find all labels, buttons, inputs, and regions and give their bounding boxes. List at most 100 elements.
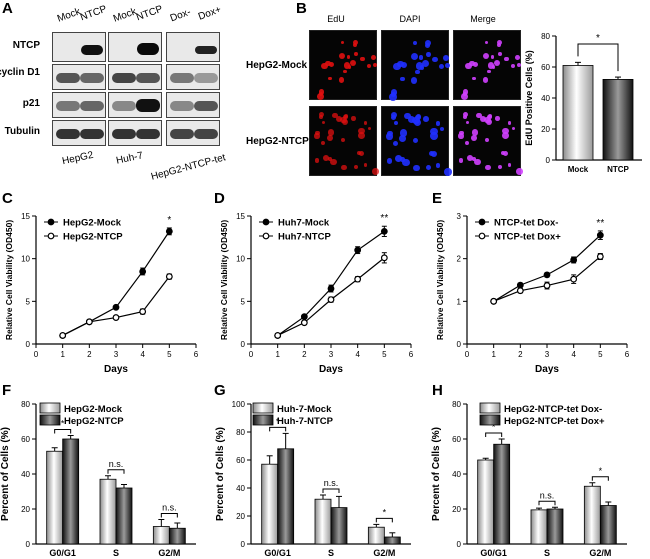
blot-strip xyxy=(108,92,162,118)
cell-nucleus xyxy=(314,133,320,139)
data-point xyxy=(112,314,120,321)
cell-nucleus xyxy=(398,135,406,143)
cell-nucleus xyxy=(465,62,473,70)
series-line xyxy=(493,256,601,302)
cell-nucleus xyxy=(502,131,510,139)
cell-nucleus xyxy=(466,121,470,125)
cell-nucleus xyxy=(418,55,424,61)
cell-nucleus xyxy=(314,157,320,163)
y-tick-label: 0 xyxy=(241,540,246,549)
data-point xyxy=(59,332,67,339)
cell-nucleus xyxy=(320,140,326,146)
x-tick-label: 1 xyxy=(275,350,280,359)
cell-nucleus xyxy=(502,127,510,135)
cell-nucleus xyxy=(318,112,325,118)
cell-nucleus xyxy=(315,131,320,136)
cell-nucleus xyxy=(470,135,477,142)
legend-swatch xyxy=(479,414,501,426)
cell-nucleus xyxy=(444,168,452,176)
y-axis-label: Relative Cell Viability (OD450) xyxy=(4,220,14,340)
merge-image-ntcp xyxy=(453,106,523,176)
legend-swatch xyxy=(479,402,501,414)
legend-swatch xyxy=(252,402,274,414)
cell-nucleus xyxy=(462,115,467,119)
x-axis-label: Days xyxy=(104,364,128,375)
cell-nucleus xyxy=(464,140,470,146)
cell-nucleus xyxy=(430,131,439,140)
cell-nucleus xyxy=(332,112,338,119)
y-tick-label: 100 xyxy=(232,400,246,409)
cell-nucleus xyxy=(328,76,332,81)
y-tick-label: 1 xyxy=(457,297,462,306)
cell-nucleus xyxy=(328,62,334,68)
x-tick-label: 0 xyxy=(465,350,470,359)
significance-label: * xyxy=(492,422,496,432)
significance-marker: * xyxy=(167,215,171,226)
significance-bracket xyxy=(577,43,619,72)
cell-nucleus xyxy=(327,129,334,136)
cell-nucleus xyxy=(353,164,358,169)
significance-bracket xyxy=(485,432,503,437)
bar xyxy=(115,487,133,545)
x-tick-label: G0/G1 xyxy=(49,548,76,558)
cell-nucleus xyxy=(497,43,502,48)
cell-nucleus xyxy=(415,62,424,70)
x-tick-label: 2 xyxy=(302,350,307,359)
y-tick-label: 20 xyxy=(541,125,550,134)
y-axis-label: Percent of Cells (%) xyxy=(431,427,442,521)
cell-nucleus xyxy=(322,121,326,125)
data-point xyxy=(165,273,173,280)
cell-nucleus xyxy=(517,62,522,67)
cell-nucleus xyxy=(402,158,410,166)
panel-label-h: H xyxy=(432,382,443,399)
y-tick-label: 20 xyxy=(21,505,30,514)
cell-nucleus xyxy=(501,150,506,155)
bar xyxy=(546,508,564,545)
cell-nucleus xyxy=(494,59,501,66)
significance-label: n.s. xyxy=(162,503,177,513)
cell-nucleus xyxy=(390,115,396,120)
blot-strip xyxy=(166,32,220,62)
cell-nucleus xyxy=(386,133,393,140)
data-point xyxy=(543,271,551,279)
imaging-column-label: EdU xyxy=(327,14,345,24)
cell-nucleus xyxy=(479,115,487,123)
x-tick-label: G0/G1 xyxy=(264,548,291,558)
y-tick-label: 40 xyxy=(236,484,245,493)
cell-nucleus xyxy=(341,40,345,44)
cell-nucleus xyxy=(400,76,405,82)
legend-label: Huh7-Mock xyxy=(278,218,330,229)
y-tick-label: 80 xyxy=(21,400,30,409)
cell-nucleus xyxy=(476,112,482,119)
cell-nucleus xyxy=(462,89,469,95)
y-tick-label: 0 xyxy=(26,340,31,349)
x-tick-label: 1 xyxy=(60,350,65,359)
x-tick-label: 1 xyxy=(491,350,496,359)
data-point xyxy=(354,246,362,254)
panel-label-a: A xyxy=(2,0,13,17)
cell-nucleus xyxy=(425,39,432,46)
cell-nucleus xyxy=(516,168,523,175)
data-point xyxy=(570,275,578,283)
cell-nucleus xyxy=(363,163,368,167)
cell-nucleus xyxy=(372,168,379,175)
data-point xyxy=(570,256,578,264)
cell-nucleus xyxy=(343,114,348,120)
cell-nucleus xyxy=(511,127,515,131)
cell-nucleus xyxy=(459,131,464,136)
data-point xyxy=(490,297,498,305)
cell-nucleus xyxy=(358,131,366,139)
significance-bracket xyxy=(538,500,556,506)
data-point xyxy=(354,275,362,283)
cell-nucleus xyxy=(497,39,503,45)
data-point xyxy=(380,227,388,235)
bar xyxy=(46,450,64,545)
x-tick-label: S xyxy=(328,548,334,558)
cell-nucleus xyxy=(462,92,467,97)
cell-nucleus xyxy=(346,55,351,60)
cell-nucleus xyxy=(397,60,404,68)
legend-marker xyxy=(262,232,270,240)
x-tick-label: 6 xyxy=(194,350,199,359)
legend-label: Huh-7-Mock xyxy=(277,404,332,415)
y-tick-label: 80 xyxy=(236,428,245,437)
